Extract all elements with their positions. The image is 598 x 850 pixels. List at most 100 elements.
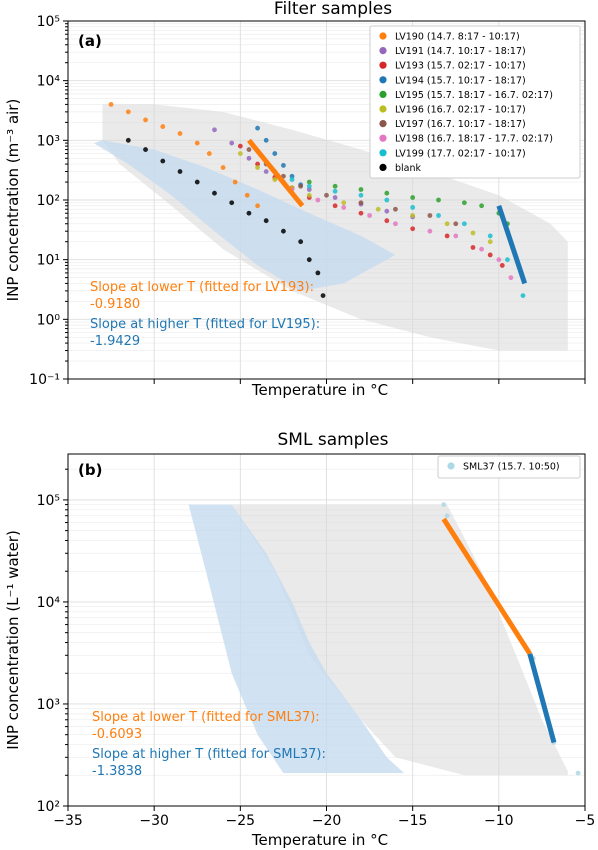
panel-a-data-point [177, 131, 183, 136]
panel-a-data-point [393, 206, 398, 212]
panel-a-y-tick-label: 10³ [37, 133, 60, 149]
panel-a-data-point [444, 221, 450, 227]
panel-a-data-point [194, 140, 200, 146]
panel-a-data-point [177, 169, 183, 174]
panel-a-data-point [125, 109, 131, 115]
panel-a-data-point [298, 239, 304, 245]
panel-a-data-point [272, 151, 278, 156]
panel-b-fit-line-1 [527, 653, 557, 744]
panel-a-series-5 [237, 151, 493, 245]
panel-b-x-tick-label: −5 [575, 813, 596, 829]
panel-a-data-point [160, 158, 166, 164]
panel-a-legend-label: LV196 (16.7. 02:17 - 10:17) [395, 105, 526, 116]
panel-a-data-point [306, 192, 312, 198]
panel-a-data-point [487, 252, 493, 258]
panel-a-legend-marker [379, 32, 387, 40]
panel-a-data-point [306, 179, 312, 185]
panel-a-data-point [315, 270, 321, 276]
panel-a-series-9 [125, 137, 326, 298]
panel-a-data-point [410, 195, 416, 200]
panel-a-data-point [263, 137, 269, 143]
panel-a-legend-label: LV193 (15.7. 02:17 - 10:17) [395, 61, 526, 72]
panel-a-data-point [212, 127, 217, 133]
panel-a-data-point [255, 125, 260, 131]
panel-a-data-point [444, 233, 450, 239]
panel-a-data-point [410, 213, 416, 218]
panel-a-y-tick-label: 10² [37, 193, 60, 209]
panel-a-data-point [263, 169, 269, 174]
panel-b-x-tick-label: −20 [312, 813, 342, 829]
panel-a-data-point [212, 190, 217, 196]
panel-a-data-point [232, 179, 238, 185]
panel-a-xlabel: Temperature in °C [251, 381, 388, 399]
panel-a-data-point [427, 228, 433, 234]
panel-a-data-point [255, 203, 260, 209]
panel-a-legend-marker [379, 105, 387, 113]
panel-a-series-3 [255, 125, 304, 188]
panel-a-data-point [206, 151, 212, 156]
panel-b-annotation-title: Slope at higher T (fitted for SML37): [92, 747, 326, 762]
panel-b-y-tick-label: 10³ [37, 697, 60, 713]
panel-b-annotation-title: Slope at lower T (fitted for SML37): [92, 710, 320, 725]
panel-a-data-point [244, 192, 250, 198]
panel-a-data-point [143, 117, 148, 123]
panel-b-xlabel: Temperature in °C [251, 831, 388, 849]
panel-a-data-point [384, 190, 390, 196]
panel-a-data-point [315, 197, 321, 203]
panel-a-data-point [508, 275, 514, 281]
panel-a-data-point [499, 263, 505, 268]
panel-a-annotation-title: Slope at higher T (fitted for LV195): [90, 317, 320, 332]
panel-a-data-point [436, 197, 441, 203]
panel-a-legend-label: LV191 (14.7. 10:17 - 18:17) [395, 46, 526, 57]
panel-b-legend-label: SML37 (15.7. 10:50) [463, 462, 560, 473]
panel-a-data-point [341, 200, 347, 206]
panel-b: SML samples Temperature in °C INP concen… [4, 430, 389, 849]
panel-b-ylabel: INP concentration (L⁻¹ water) [4, 530, 22, 750]
panel-a-plot-area [68, 21, 585, 379]
panel-b-annotation-value: -0.6093 [92, 727, 142, 742]
panel-a-series-4 [306, 179, 510, 227]
panel-a-data-point [470, 230, 476, 236]
panel-a-data-point [332, 188, 338, 194]
panel-a-legend-marker [379, 61, 387, 69]
panel-a-data-point [289, 173, 295, 179]
panel-a-data-point [461, 200, 467, 206]
panel-a-data-point [108, 102, 114, 107]
panel-b-legend-box [437, 455, 581, 479]
panel-a-y-tick-label: 10¹ [37, 253, 60, 269]
panel-a-data-point [496, 257, 502, 263]
panel-a-data-point [306, 257, 312, 263]
panel-a-legend-label: LV197 (16.7. 10:17 - 18:17) [395, 119, 526, 130]
panel-b-data-point [575, 770, 581, 776]
panel-a-data-point [237, 151, 243, 156]
panel-a-annotation-title: Slope at lower T (fitted for LV193): [90, 280, 314, 295]
panel-b-title: SML samples [278, 430, 389, 450]
panel-a-data-point [246, 147, 252, 152]
panel-b-plot-area [68, 454, 585, 806]
panel-a-title: Filter samples [274, 0, 392, 19]
panel-b-x-tick-label: −30 [139, 813, 169, 829]
panel-a-fit-line-0 [247, 138, 305, 208]
panel-a-data-point [505, 257, 510, 263]
panel-a-data-point [410, 226, 416, 232]
panel-a-data-point [255, 165, 260, 170]
panel-a-data-point [384, 218, 390, 224]
panel-a-data-point [436, 213, 441, 218]
panel-b-legend: SML37 (15.7. 10:50) [437, 455, 581, 479]
panel-b-y-tick-label: 10² [37, 799, 60, 815]
panel-a-series-7 [289, 187, 514, 281]
panel-a-data-point [487, 239, 493, 245]
panel-a-data-point [160, 124, 166, 129]
panel-a-data-point [375, 206, 381, 212]
panel-a-data-point [479, 203, 484, 209]
panel-a: Filter samples Temperature in °C INP con… [4, 0, 392, 399]
panel-a-data-point [410, 205, 416, 210]
panel-a-data-point [479, 246, 484, 252]
panel-a-data-point [143, 147, 148, 152]
panel-b-annotation-value: -1.3838 [92, 764, 142, 779]
panel-a-ylabel: INP concentration (m⁻³ air) [4, 99, 22, 302]
panel-a-data-point [281, 228, 286, 234]
panel-a-data-point [384, 208, 390, 214]
panel-a-data-point [453, 233, 459, 239]
